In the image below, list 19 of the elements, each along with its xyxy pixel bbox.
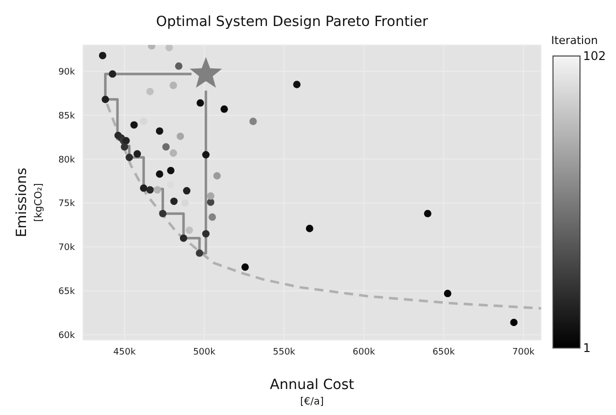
y-tick-label: 70k bbox=[58, 243, 76, 254]
x-tick-label: 550k bbox=[272, 347, 296, 358]
y-tick-label: 85k bbox=[58, 111, 76, 122]
x-axis-title: Annual Cost [€/a] bbox=[270, 377, 355, 408]
x-tick-label: 600k bbox=[352, 347, 376, 358]
chart-title: Optimal System Design Pareto Frontier bbox=[156, 14, 428, 30]
color-bar-label: 1 bbox=[583, 341, 591, 355]
color-bar-label: 102 bbox=[583, 49, 606, 63]
x-tick-label: 700k bbox=[512, 347, 536, 358]
x-tick-label: 450k bbox=[113, 347, 136, 358]
y-tick-label: 75k bbox=[58, 199, 76, 210]
y-axis-title: Emissions [kgCO₂] bbox=[14, 168, 44, 238]
y-tick-label: 90k bbox=[58, 68, 76, 78]
x-tick-label: 500k bbox=[193, 347, 216, 358]
x-tick-label: 650k bbox=[432, 347, 456, 358]
color-bar-title: Iteration bbox=[551, 34, 598, 47]
y-tick-label: 80k bbox=[58, 155, 76, 166]
y-tick-label: 65k bbox=[58, 287, 76, 298]
y-tick-label: 60k bbox=[58, 330, 76, 341]
